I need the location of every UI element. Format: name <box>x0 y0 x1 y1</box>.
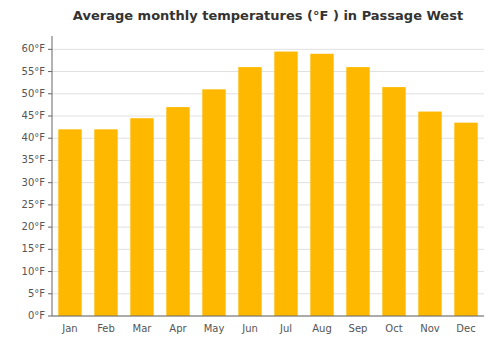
y-tick <box>48 138 52 139</box>
x-tick-label: Sep <box>349 323 368 334</box>
y-tick-label: 40°F <box>22 132 46 143</box>
grid-line <box>52 316 484 317</box>
y-tick-label: 30°F <box>22 177 46 188</box>
x-tick-label: Jun <box>241 323 258 334</box>
y-tick-label: 55°F <box>22 66 46 77</box>
y-tick <box>48 204 52 205</box>
y-tick-label: 20°F <box>22 221 46 232</box>
x-axis: Jan Feb Mar Apr May Jun Jul Aug Sep Oct Nov Dec <box>61 323 475 334</box>
grid <box>52 49 484 316</box>
chart-title: Average monthly temperatures (°F ) in Pa… <box>73 8 463 23</box>
chart-svg: Average monthly temperatures (°F ) in Pa… <box>0 0 500 350</box>
bar <box>94 129 117 316</box>
y-tick <box>48 71 52 72</box>
bar <box>454 123 477 316</box>
x-tick-label: Feb <box>97 323 115 334</box>
y-tick <box>48 182 52 183</box>
bar <box>166 107 189 316</box>
y-tick-label: 0°F <box>28 310 45 321</box>
x-tick-label: May <box>204 323 225 334</box>
y-tick-label: 10°F <box>22 266 46 277</box>
y-tick <box>48 249 52 250</box>
y-tick <box>48 316 52 317</box>
y-tick <box>48 293 52 294</box>
grid-line <box>52 49 484 50</box>
bar <box>58 129 81 316</box>
axes <box>52 36 484 316</box>
y-tick <box>48 93 52 94</box>
y-tick-label: 35°F <box>22 154 46 165</box>
grid-line <box>52 93 484 94</box>
x-tick-label: Aug <box>312 323 332 334</box>
x-tick-label: Jan <box>61 323 77 334</box>
y-tick-label: 45°F <box>22 110 46 121</box>
bar <box>202 89 225 316</box>
bar <box>130 118 153 316</box>
y-tick <box>48 49 52 50</box>
y-tick-label: 50°F <box>22 88 46 99</box>
bar <box>274 52 297 316</box>
x-axis-line <box>52 316 484 317</box>
y-axis-line <box>52 36 53 316</box>
bar <box>238 67 261 316</box>
y-tick <box>48 116 52 117</box>
y-tick <box>48 271 52 272</box>
bar <box>346 67 369 316</box>
x-tick-label: Mar <box>133 323 153 334</box>
bar <box>310 54 333 316</box>
y-tick-label: 25°F <box>22 199 46 210</box>
y-tick-label: 60°F <box>22 43 46 54</box>
y-tick-label: 5°F <box>28 288 45 299</box>
x-tick-label: Dec <box>456 323 475 334</box>
bar <box>418 112 441 316</box>
x-tick-label: Oct <box>385 323 402 334</box>
y-tick <box>48 227 52 228</box>
y-tick <box>48 160 52 161</box>
grid-line <box>52 71 484 72</box>
x-tick-label: Nov <box>420 323 440 334</box>
y-tick-label: 15°F <box>22 243 46 254</box>
chart-container: Average monthly temperatures (°F ) in Pa… <box>0 0 500 350</box>
x-tick-label: Apr <box>169 323 187 334</box>
bar <box>382 87 405 316</box>
y-axis: 0°F 5°F 10°F 15°F 20°F 25°F 30°F 35°F 40°F 45°F 50… <box>22 43 52 321</box>
bars <box>58 52 477 316</box>
x-tick-label: Jul <box>279 323 292 334</box>
